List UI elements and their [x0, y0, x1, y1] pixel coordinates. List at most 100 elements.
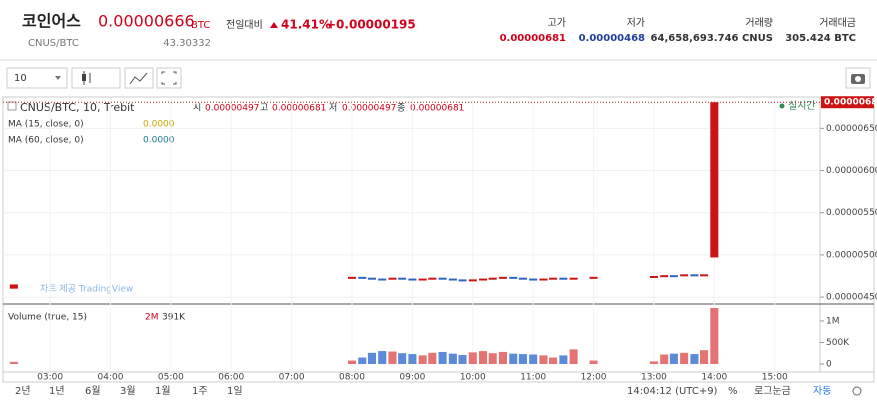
candle-body	[398, 277, 407, 280]
collapse-icon[interactable]	[7, 101, 17, 111]
volume-bar	[589, 360, 598, 364]
volume-bar	[518, 354, 527, 364]
range-button[interactable]: 1월	[155, 385, 171, 397]
chart-type-button[interactable]	[71, 67, 121, 89]
candle-body	[367, 277, 376, 280]
price-tick-label: 0.00000450	[826, 293, 877, 303]
candle-body	[680, 274, 689, 277]
range-button[interactable]: 2년	[15, 385, 31, 397]
price-tick-label: 0.00000600	[826, 166, 877, 176]
volume-bar	[438, 351, 447, 364]
settings-icon[interactable]	[852, 386, 862, 396]
fullscreen-icon	[161, 71, 177, 85]
sub-value: 43.30332	[163, 38, 211, 49]
realtime-dot	[779, 103, 785, 109]
volume-bar	[347, 360, 357, 364]
volume-bar	[418, 355, 427, 364]
volume-bar	[549, 357, 558, 364]
ohlc-label: 종	[397, 103, 405, 114]
candle-body	[408, 278, 417, 281]
candle-body	[549, 277, 558, 280]
clock: 14:04:12 (UTC+9)	[627, 386, 718, 397]
volume-value: 391K	[162, 313, 186, 323]
range-button[interactable]: 1주	[192, 386, 208, 397]
current-price: 0.00000666	[98, 12, 195, 31]
candle-body	[468, 279, 477, 282]
watermark: 차트 제공 TradingView	[40, 283, 133, 295]
ma-value: 0.0000	[143, 120, 175, 130]
candle-body	[539, 278, 548, 281]
time-tick-label: 12:00	[581, 373, 607, 383]
change-pct: 41.41%	[281, 18, 331, 32]
candle-body	[479, 278, 488, 281]
indicator-icon	[129, 72, 148, 85]
volume-bar	[388, 351, 397, 364]
ohlc-value: 0.00000681	[410, 104, 464, 114]
candle-body	[448, 278, 457, 281]
time-tick-label: 06:00	[218, 373, 244, 383]
candle-body	[498, 276, 508, 279]
stat-label: 거래대금	[819, 17, 856, 29]
time-tick-label: 13:00	[641, 373, 667, 383]
fullscreen-button[interactable]	[156, 67, 182, 89]
ohlc-label: 고	[260, 104, 268, 114]
range-button[interactable]: 3월	[120, 385, 136, 397]
candle-body	[458, 279, 467, 282]
percent-toggle[interactable]: %	[728, 386, 738, 397]
change-abs: +0.00000195	[326, 18, 416, 32]
stat-value: 305.424 BTC	[785, 33, 856, 44]
candle-body	[569, 277, 578, 280]
chart-frame	[2, 96, 875, 383]
range-button[interactable]: 1일	[227, 385, 243, 397]
volume-bar	[569, 349, 578, 364]
volume-label: Volume (true, 15)	[8, 313, 87, 323]
stat-value: 64,658,693.746 CNUS	[651, 33, 773, 44]
candle-body	[589, 276, 598, 279]
volume-bar	[458, 354, 467, 364]
volume-tick-label: 0	[826, 360, 832, 370]
stat-label: 거래량	[745, 17, 773, 29]
candle-body	[529, 278, 538, 281]
volume-bar	[539, 355, 548, 364]
candle-body	[378, 278, 387, 281]
ohlc-value: 0.00000497	[342, 104, 396, 114]
log-toggle[interactable]: 로그눈금	[754, 385, 791, 397]
volume-value: 2M	[145, 313, 159, 323]
up-arrow	[270, 22, 278, 28]
time-tick-label: 03:00	[37, 373, 63, 383]
ohlc-label: 시	[193, 103, 201, 114]
candle-body	[9, 284, 18, 289]
volume-bar	[448, 353, 457, 364]
volume-bar	[378, 351, 387, 364]
indicator-button[interactable]	[124, 67, 154, 89]
price-tick-label: 0.00000500	[826, 250, 877, 260]
time-tick-label: 09:00	[399, 373, 425, 383]
auto-toggle[interactable]: 자동	[813, 385, 831, 397]
camera-icon	[855, 76, 861, 82]
candle-body	[418, 278, 427, 281]
volume-tick-label: 1M	[826, 316, 840, 326]
interval-select[interactable]	[6, 67, 68, 89]
time-tick-label: 15:00	[762, 373, 788, 383]
candle-body	[388, 277, 397, 280]
candle-body	[358, 276, 367, 279]
time-tick-label: 04:00	[98, 373, 124, 383]
volume-bar	[498, 351, 508, 364]
dropdown-icon	[55, 76, 61, 80]
candle-body	[559, 277, 568, 280]
volume-bar	[649, 361, 658, 364]
volume-bar	[358, 357, 367, 364]
range-button[interactable]: 6월	[85, 385, 101, 397]
range-button[interactable]: 1년	[49, 385, 65, 397]
time-tick-label: 10:00	[460, 373, 486, 383]
candle-body	[669, 275, 678, 278]
stat-value: 0.00000681	[500, 33, 566, 44]
volume-bar	[9, 361, 18, 364]
volume-bar	[529, 354, 538, 364]
volume-bar	[660, 354, 669, 364]
stat-value: 0.00000468	[579, 33, 645, 44]
volume-bar	[488, 353, 497, 364]
volume-bar	[680, 352, 689, 364]
volume-bar	[690, 354, 699, 364]
